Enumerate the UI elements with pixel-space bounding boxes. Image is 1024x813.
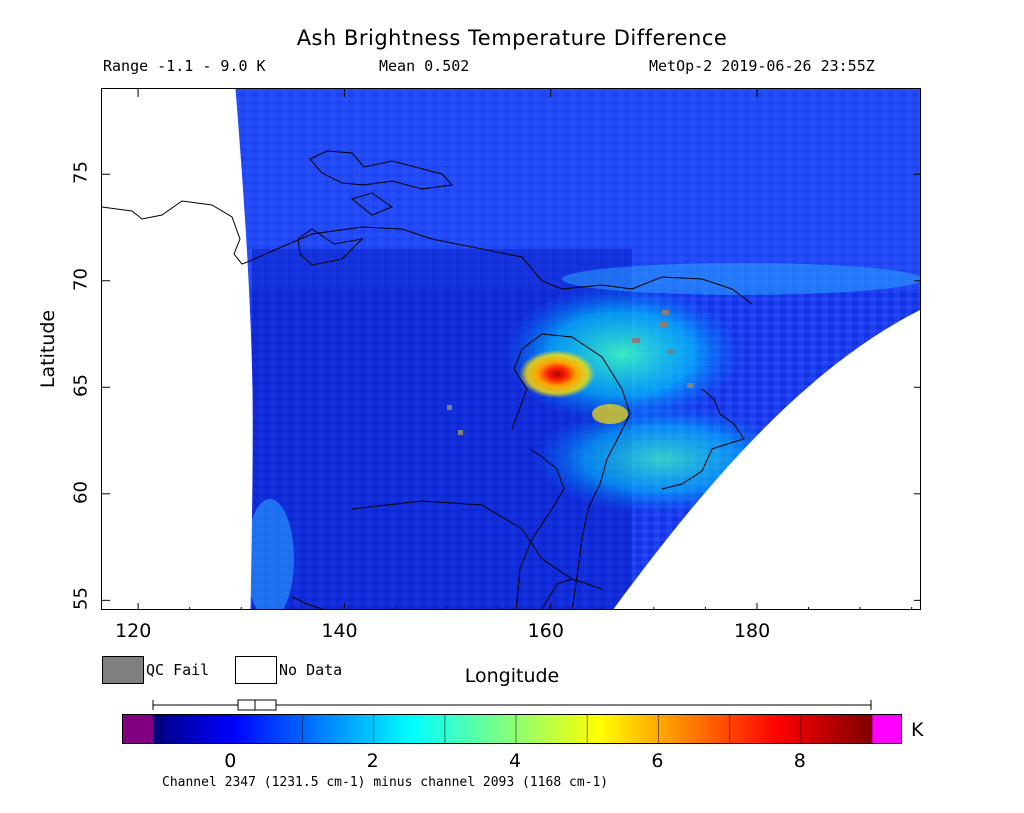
x-tick-label: 120 — [115, 620, 152, 642]
colorbar-unit: K — [911, 719, 924, 741]
colorbar-under-color — [123, 715, 153, 743]
satellite-time-text: MetOp-2 2019-06-26 23:55Z — [649, 57, 875, 75]
y-tick-label: 70 — [70, 267, 92, 291]
y-tick-label: 65 — [70, 374, 92, 398]
colorbar-tick-label: 8 — [793, 750, 806, 772]
qc-fail-swatch — [102, 656, 144, 684]
x-tick-label: 180 — [733, 620, 771, 642]
colorbar-tick-label: 4 — [509, 750, 522, 772]
plot-title: Ash Brightness Temperature Difference — [296, 26, 728, 50]
qc-fail-pixels — [447, 310, 694, 435]
ash-plume-peak — [519, 350, 595, 398]
no-data-label: No Data — [279, 661, 343, 679]
colorbar-tick-label: 2 — [366, 750, 379, 772]
mean-text: Mean 0.502 — [379, 57, 470, 75]
x-axis-label: Longitude — [464, 665, 560, 687]
y-tick-label: 60 — [70, 480, 92, 504]
no-data-swatch — [235, 656, 277, 684]
y-tick-label: 55 — [70, 587, 92, 611]
colorbar-over-color — [872, 715, 901, 743]
colorbar — [122, 714, 902, 744]
x-tick-label: 160 — [527, 620, 564, 642]
swath-data — [235, 89, 920, 609]
colorbar-tick-label: 0 — [224, 750, 237, 772]
x-tick-label: 140 — [321, 620, 358, 642]
colorbar-tick-label: 6 — [651, 750, 664, 772]
y-tick-marks — [102, 173, 920, 601]
ash-map-svg — [102, 89, 920, 609]
distribution-boxplot — [152, 699, 872, 711]
qc-fail-label: QC Fail — [146, 661, 210, 679]
map-plot-area — [101, 88, 921, 610]
coastlines — [102, 150, 753, 609]
range-text: Range -1.1 - 9.0 K — [103, 57, 266, 75]
y-axis-label: Latitude — [37, 309, 59, 389]
y-tick-label: 75 — [70, 161, 92, 185]
channel-note: Channel 2347 (1231.5 cm-1) minus channel… — [162, 775, 609, 790]
x-tick-marks — [137, 89, 913, 609]
colorbar-gradient — [153, 715, 872, 743]
